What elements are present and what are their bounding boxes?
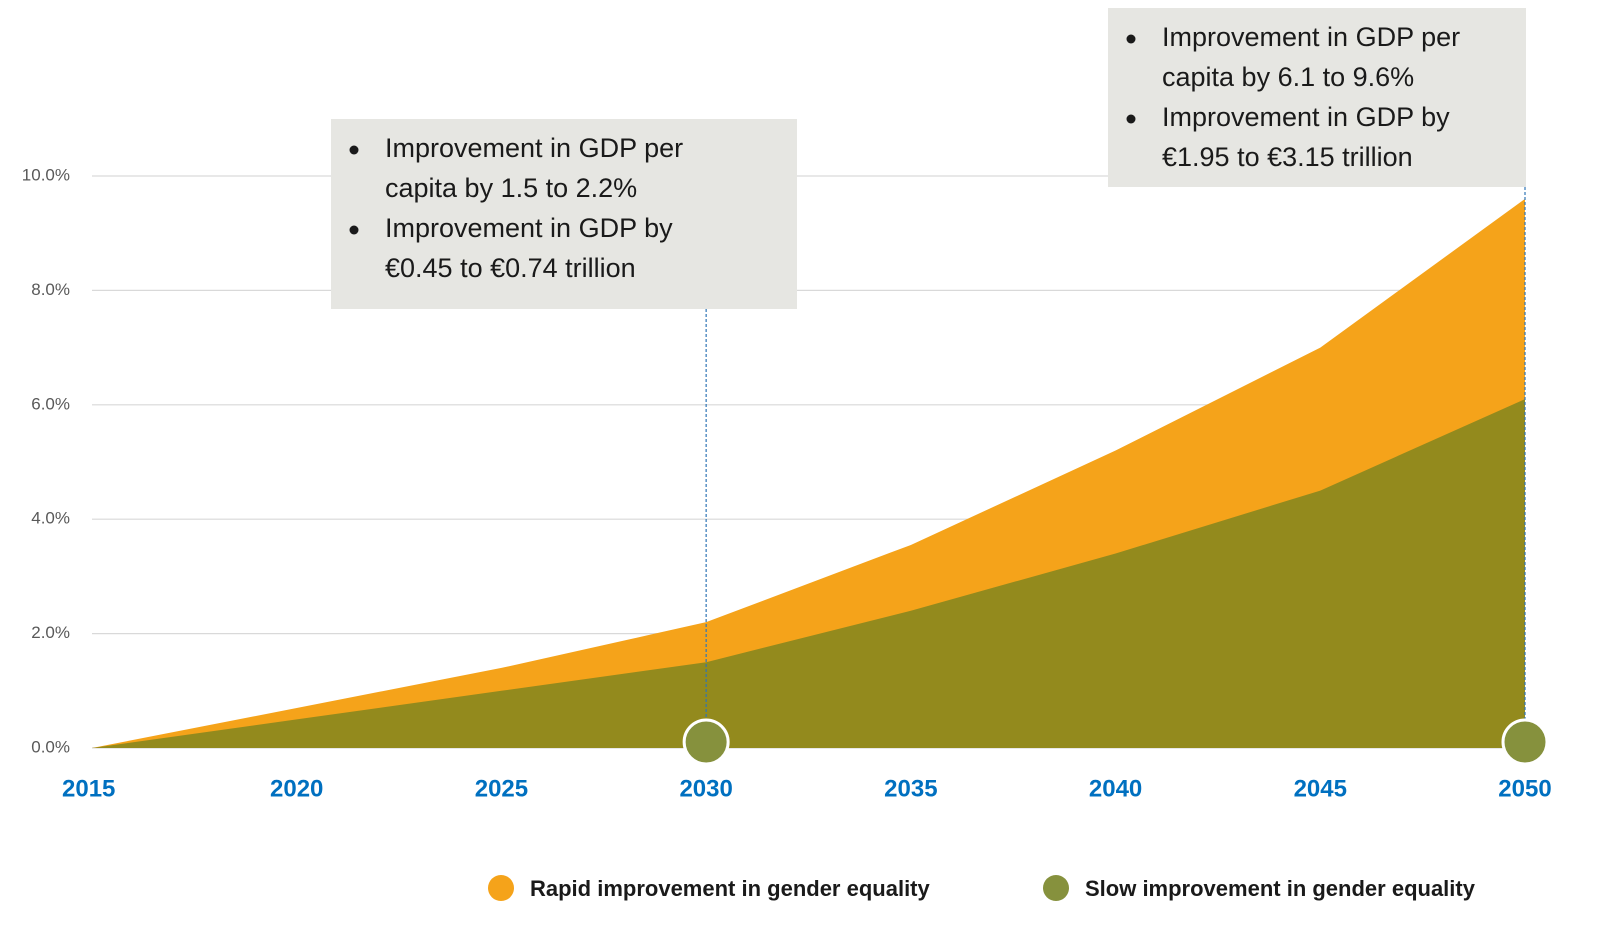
y-tick-label: 10.0% [22,165,70,184]
x-tick-label: 2015 [62,775,115,802]
annotation-text: Improvement in GDP by [385,213,673,243]
annotation-text: Improvement in GDP per [1162,22,1460,52]
y-tick-label: 0.0% [31,737,70,756]
annotation-marker [1501,718,1549,766]
x-tick-label: 2025 [475,775,528,802]
annotation-text: €0.45 to €0.74 trillion [385,253,636,283]
x-tick-label: 2050 [1498,775,1551,802]
annotation-text: Improvement in GDP per [385,133,683,163]
annotation-text: capita by 6.1 to 9.6% [1162,62,1414,92]
y-tick-label: 4.0% [31,509,70,528]
legend-swatch [488,875,514,901]
area [92,399,1525,748]
annotation-box [1108,8,1526,187]
x-tick-label: 2020 [270,775,323,802]
x-tick-label: 2030 [679,775,732,802]
annotation-marker [682,718,730,766]
y-tick-label: 2.0% [31,623,70,642]
legend-label: Rapid improvement in gender equality [530,876,931,901]
x-tick-label: 2035 [884,775,937,802]
annotation-text: Improvement in GDP by [1162,102,1450,132]
y-tick-label: 6.0% [31,394,70,413]
x-tick-label: 2045 [1294,775,1347,802]
annotation-text: €1.95 to €3.15 trillion [1162,142,1413,172]
annotation-text: capita by 1.5 to 2.2% [385,173,637,203]
annotation-box [331,119,797,309]
bullet [349,225,359,235]
bullet [1126,114,1136,124]
bullet [1126,34,1136,44]
x-tick-label: 2040 [1089,775,1142,802]
bullet [349,145,359,155]
legend-swatch [1043,875,1069,901]
y-tick-label: 8.0% [31,280,70,299]
legend-label: Slow improvement in gender equality [1085,876,1476,901]
